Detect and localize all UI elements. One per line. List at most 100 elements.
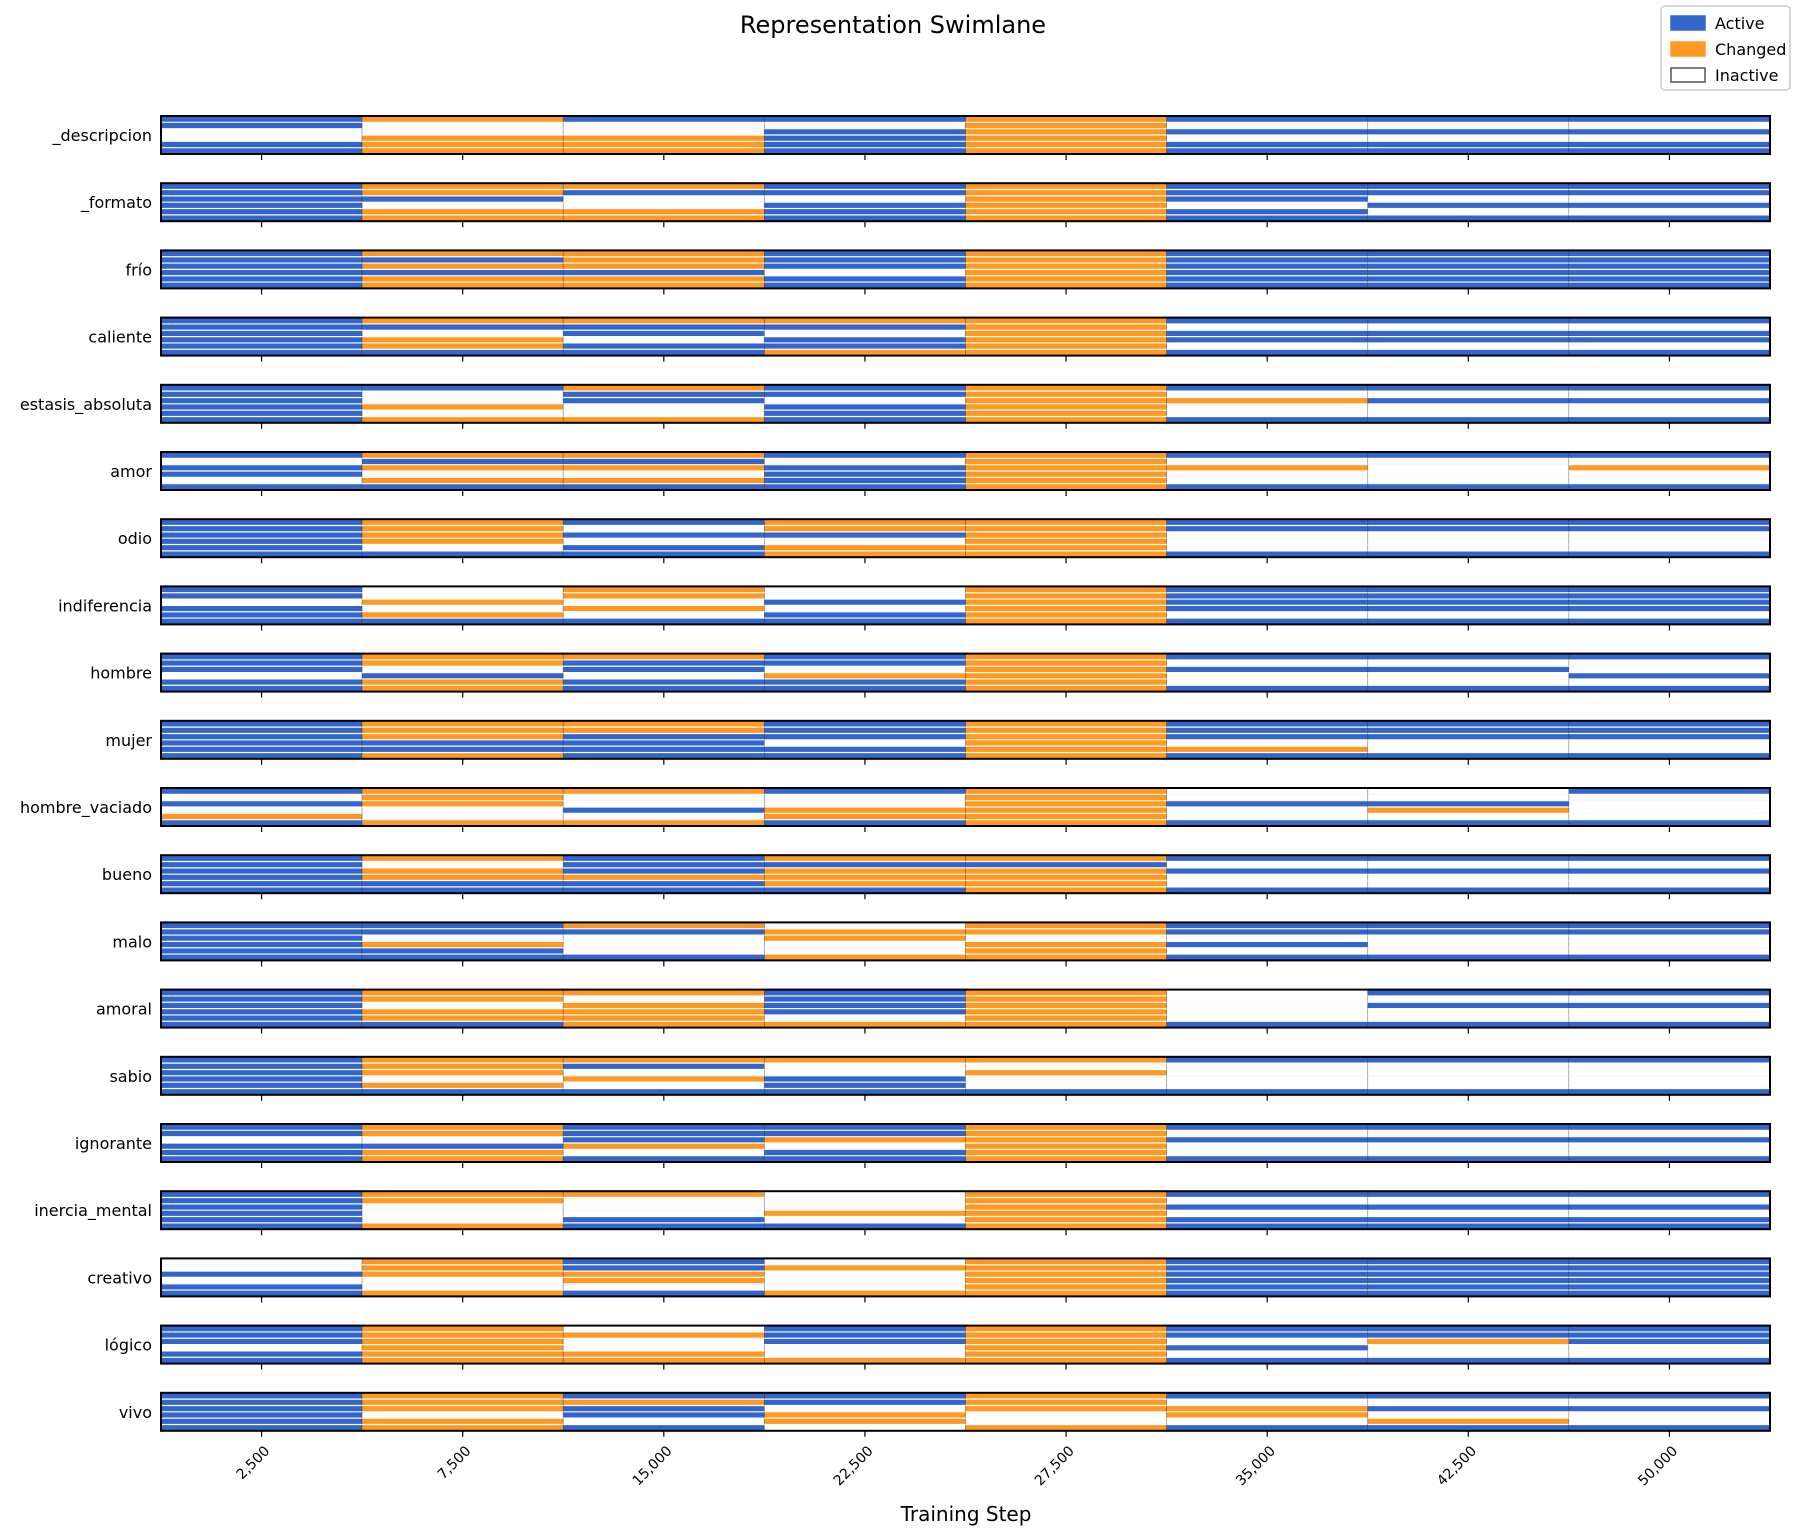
lane: _formato <box>80 182 1771 228</box>
state-cell <box>1568 208 1771 216</box>
lane-frame <box>160 921 1771 962</box>
state-cell <box>965 861 1168 869</box>
state-cell <box>1166 880 1369 888</box>
state-cell <box>965 1331 1168 1339</box>
state-cell <box>1568 1001 1771 1009</box>
state-cell <box>1367 275 1570 283</box>
state-cell <box>763 592 966 600</box>
state-cell <box>1166 544 1369 552</box>
state-cell <box>1568 1344 1771 1352</box>
lane: caliente <box>88 316 1771 362</box>
state-cell <box>1367 1001 1570 1009</box>
state-cell <box>361 1081 564 1089</box>
state-cell <box>1367 928 1570 936</box>
state-cell <box>361 1203 564 1211</box>
state-cell <box>160 800 363 808</box>
state-cell <box>1367 189 1570 197</box>
state-cell <box>562 1203 765 1211</box>
state-cell <box>562 409 765 417</box>
state-cell <box>160 659 363 667</box>
state-cell <box>562 1337 765 1346</box>
state-cell <box>160 397 363 405</box>
state-cell <box>160 880 363 888</box>
state-cell <box>965 1405 1168 1413</box>
state-cell <box>160 745 363 753</box>
state-cell <box>1568 941 1771 949</box>
lane: ignorante <box>75 1123 1771 1168</box>
state-cell <box>160 873 363 881</box>
lane-label: vivo <box>119 1403 152 1422</box>
state-cell <box>1568 1283 1771 1291</box>
state-cell <box>763 928 966 936</box>
state-cell <box>1367 611 1570 619</box>
state-cell <box>965 208 1168 216</box>
state-cell <box>965 1337 1168 1346</box>
state-cell <box>965 806 1168 814</box>
state-cell <box>763 464 966 472</box>
state-cell <box>361 861 564 869</box>
x-axis: 2,500 7,500 15,000 22,500 27,500 35,000 42,500… <box>234 1443 1682 1489</box>
state-cell <box>562 1350 765 1358</box>
state-cell <box>1568 1398 1771 1406</box>
state-cell <box>1568 470 1771 478</box>
lane-label: inercia_mental <box>34 1201 152 1221</box>
lane-label: caliente <box>88 328 152 347</box>
lane-label: lógico <box>105 1336 152 1355</box>
state-cell <box>1367 1129 1570 1138</box>
state-cell <box>1367 1014 1570 1022</box>
state-cell <box>160 1417 363 1425</box>
state-cell <box>1568 476 1771 485</box>
state-cell <box>160 1008 363 1016</box>
state-cell <box>1367 947 1570 955</box>
state-cell <box>361 195 564 203</box>
state-cell <box>965 409 1168 417</box>
state-cell <box>763 1136 966 1144</box>
state-cell <box>965 342 1168 350</box>
state-cell <box>965 531 1168 539</box>
state-cell <box>965 390 1168 398</box>
state-cell <box>1568 861 1771 869</box>
state-cell <box>763 544 966 552</box>
state-cell <box>763 201 966 209</box>
state-cell <box>562 1142 765 1150</box>
state-cell <box>361 1142 564 1150</box>
state-cell <box>1568 537 1771 545</box>
state-cell <box>1166 934 1369 942</box>
state-cell <box>763 880 966 888</box>
state-cell <box>1166 806 1369 814</box>
state-cell <box>1166 336 1369 344</box>
state-cell <box>562 726 765 734</box>
state-cell <box>361 121 564 130</box>
lane-label: hombre_vaciado <box>20 798 152 818</box>
state-cell <box>1568 128 1771 136</box>
state-cell <box>1367 659 1570 667</box>
lane-frame <box>160 316 1771 357</box>
state-cell <box>1367 329 1570 337</box>
lane-label: frío <box>126 260 152 279</box>
state-cell <box>160 1405 363 1413</box>
x-tick-label: 7,500 <box>435 1443 475 1483</box>
state-cell <box>361 800 564 808</box>
lane: sabio <box>109 1055 1771 1101</box>
legend-swatch <box>1670 41 1706 57</box>
state-cell <box>361 134 564 142</box>
state-cell <box>562 1062 765 1070</box>
state-cell <box>1166 665 1369 673</box>
state-cell <box>1166 1001 1369 1009</box>
state-cell <box>1568 598 1771 606</box>
lane-label: ignorante <box>75 1134 152 1153</box>
state-cell <box>1166 873 1369 881</box>
state-cell <box>965 140 1168 149</box>
state-cell <box>562 873 765 881</box>
state-cell <box>1166 128 1369 136</box>
state-cell <box>1166 1062 1369 1070</box>
state-cell <box>361 947 564 955</box>
state-cell <box>562 195 765 203</box>
state-cell <box>562 665 765 673</box>
state-cell <box>361 605 564 613</box>
state-cell <box>562 544 765 552</box>
state-cell <box>763 873 966 881</box>
state-cell <box>1568 873 1771 881</box>
x-tick-label: 22,500 <box>831 1443 877 1489</box>
state-cell <box>160 189 363 197</box>
